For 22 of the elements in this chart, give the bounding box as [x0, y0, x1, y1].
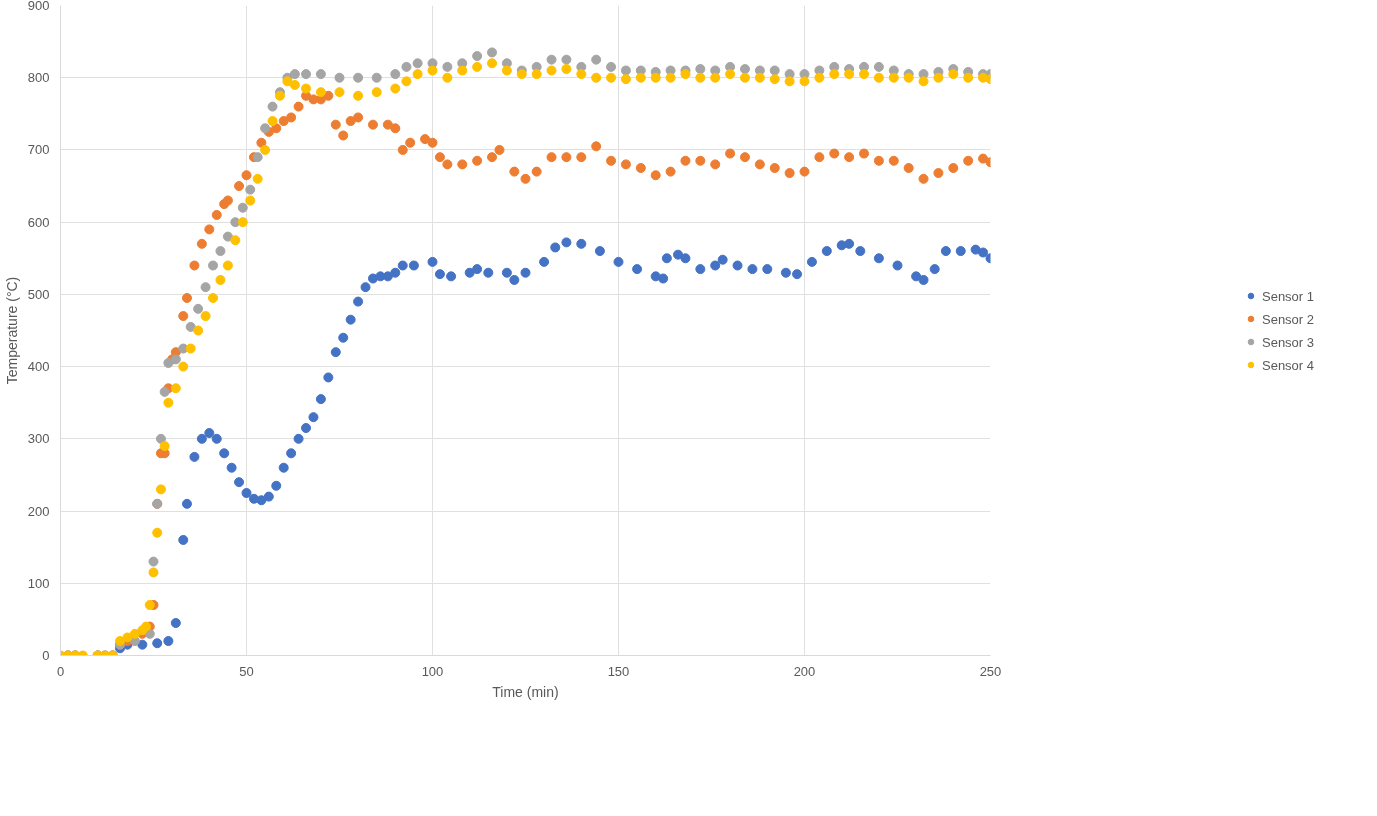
y-tick-label: 900 [27, 0, 50, 13]
y-tick-label: 200 [27, 503, 50, 519]
y-tick-label: 300 [27, 431, 50, 447]
y-tick-label: 800 [27, 70, 50, 86]
x-tick-label: 250 [979, 663, 1002, 679]
y-axis-title: Temperature (°C) [3, 276, 20, 385]
x-axis-title: Time (min) [492, 683, 559, 700]
y-tick-label: 600 [27, 214, 50, 230]
x-tick-label: 0 [56, 663, 65, 679]
legend-label: Sensor 3 [1261, 334, 1315, 349]
y-tick-label: 0 [42, 648, 50, 663]
legend-label: Sensor 2 [1261, 311, 1315, 326]
y-tick-label: 400 [27, 359, 50, 375]
y-tick-label: 500 [27, 286, 50, 302]
y-tick-label: 100 [27, 575, 50, 591]
x-tick-label: 50 [239, 663, 254, 679]
x-tick-label: 150 [607, 663, 630, 679]
x-tick-label: 100 [421, 663, 444, 679]
legend-label: Sensor 4 [1261, 357, 1315, 372]
y-tick-label: 700 [27, 142, 50, 158]
legend-label: Sensor 1 [1261, 288, 1315, 303]
x-tick-label: 200 [793, 663, 816, 679]
